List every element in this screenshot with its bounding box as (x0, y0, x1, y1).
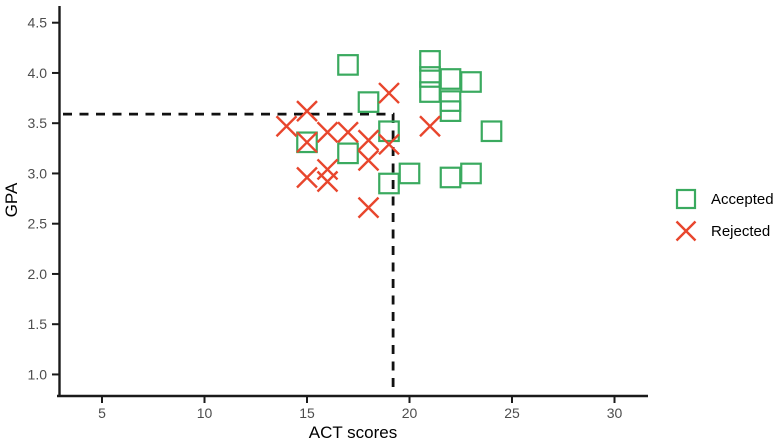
rejected-marker (337, 121, 359, 144)
rejected-marker (296, 166, 318, 189)
legend-label-accepted: Accepted (711, 191, 774, 208)
rejected-marker (316, 170, 339, 193)
rejected-marker (357, 196, 380, 219)
y-axis-tick-label: 3.0 (28, 165, 48, 181)
legend: Accepted Rejected (675, 188, 774, 242)
accepted-marker (419, 81, 441, 103)
x-axis-tick-label: 10 (197, 405, 213, 421)
data-points (275, 50, 503, 219)
rejected-marker (296, 131, 318, 154)
y-axis-tick-label: 4.5 (28, 15, 48, 31)
accepted-marker (480, 120, 503, 143)
x-axis-tick-label: 5 (98, 405, 106, 421)
rejected-marker (378, 82, 400, 104)
x-axis-tick-label: 30 (607, 405, 623, 421)
accepted-marker (439, 166, 462, 189)
x-axis-title: ACT scores (309, 423, 398, 442)
accepted-marker (398, 162, 421, 185)
y-axis-tick-label: 3.5 (28, 115, 48, 131)
x-axis-tick-label: 20 (402, 405, 418, 421)
rejected-marker (296, 100, 318, 122)
threshold-lines (63, 112, 395, 391)
rejected-marker (316, 121, 339, 144)
rejected-marker (378, 133, 400, 156)
accepted-marker (378, 172, 400, 195)
cutoff-dashed-line (63, 112, 395, 391)
accepted-square-icon (675, 188, 697, 210)
y-axis-tick-label: 1.5 (28, 316, 48, 332)
y-axis-tick-label: 1.0 (28, 366, 48, 382)
accepted-marker (378, 120, 400, 143)
accepted-marker (337, 54, 359, 76)
y-axis-tick-label: 2.0 (28, 266, 48, 282)
accepted-marker (460, 162, 482, 185)
axes: 5 10 15 20 25 30 1.0 1.5 2.0 2.5 3.0 3.5 4.0 4.5 (28, 6, 648, 421)
legend-label-rejected: Rejected (711, 223, 770, 240)
rejected-marker (275, 115, 298, 138)
x-axis-tick-label: 15 (299, 405, 315, 421)
rejected-marker (419, 115, 441, 138)
rejected-x-icon (675, 220, 697, 242)
rejected-marker (316, 158, 339, 181)
accepted-marker (439, 68, 462, 90)
rejected-marker (357, 129, 380, 152)
accepted-marker (439, 100, 462, 122)
accepted-marker (419, 50, 441, 72)
accepted-marker (337, 142, 359, 165)
y-axis-tick-label: 2.5 (28, 216, 48, 232)
accepted-marker (357, 91, 380, 113)
x-axis-tick-label: 25 (504, 405, 520, 421)
y-axis-title: GPA (2, 182, 21, 217)
accepted-marker (460, 71, 482, 93)
rejected-marker (357, 149, 380, 172)
y-axis-tick-label: 4.0 (28, 65, 48, 81)
accepted-marker (296, 131, 318, 154)
